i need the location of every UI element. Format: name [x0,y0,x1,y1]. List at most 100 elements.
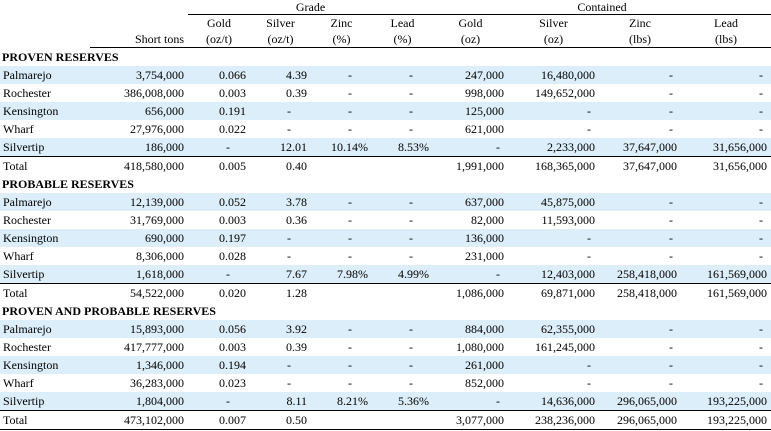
total-cell: 37,647,000 [599,156,682,175]
table-row: Silvertip 186,000-12.01 10.14% 8.53% -2,233,… [0,138,771,157]
table-cell: - [759,213,764,227]
table-cell: 386,008,000 [124,86,184,100]
table-row: Kensington 690,000 0.197- - -136,000- - - [0,229,771,247]
table-cell: - [311,229,372,247]
mine-name: Wharf [3,122,34,136]
table-cell: - [250,356,311,374]
col-lead-grade: Lead [390,16,415,30]
table-cell: 125,000 [433,102,509,120]
table-cell: 82,000 [471,213,505,227]
table-cell: - [669,213,674,227]
table-row: Palmarejo 3,754,000 0.066 4.39- -247,000 16,4… [0,66,771,84]
table-cell: 149,652,000 [535,86,596,100]
table-cell: - [681,66,771,84]
table-row: Kensington 656,000 0.191- - -125,000- - - [0,102,771,120]
units-header-row: Short tons (oz/t) (oz/t) (%) (%) (oz) (o… [0,31,771,48]
table-cell: 31,656,000 [681,138,771,157]
mine-name: Wharf [3,376,34,390]
table-cell: - [681,229,771,247]
table-cell: 3.92 [250,320,311,338]
table-cell: 0.056 [188,320,250,338]
total-cell: 258,418,000 [599,283,682,302]
table-cell: 0.028 [219,249,246,263]
table-cell: 852,000 [465,376,505,390]
mine-name: Rochester [3,340,51,354]
table-cell: - [508,356,600,374]
table-cell: - [409,122,414,136]
table-cell: - [409,86,414,100]
table-cell: 4.39 [250,66,311,84]
mine-name: Silvertip [0,392,90,411]
table-cell: - [669,86,674,100]
table-cell: 0.39 [286,340,307,354]
mine-name: Kensington [0,356,90,374]
mine-name: Palmarejo [0,193,90,211]
table-cell: 36,283,000 [130,376,184,390]
table-cell: - [188,392,250,411]
table-cell: 998,000 [465,86,505,100]
table-cell: - [759,86,764,100]
table-row: Palmarejo 15,893,000 0.056 3.92- -884,000 62,… [0,320,771,338]
mine-name: Silvertip [0,138,90,157]
table-cell: 12.01 [250,138,311,157]
unit-gold-grade: (oz/t) [188,31,250,48]
table-cell: 15,893,000 [90,320,188,338]
mine-name: Rochester [3,86,51,100]
col-zinc-grade: Zinc [330,16,353,30]
table-cell: - [669,340,674,354]
unit-silver-contained: (oz) [508,31,600,48]
table-cell: - [311,356,372,374]
table-cell: - [250,102,311,120]
total-cell: 54,522,000 [90,283,188,302]
unit-zinc-grade: (%) [311,31,372,48]
table-cell: 690,000 [90,229,188,247]
table-cell: 8.53% [372,138,434,157]
total-cell: 1.28 [250,283,311,302]
table-cell: - [759,249,764,263]
table-cell: - [587,122,592,136]
total-cell [372,410,434,430]
table-cell: - [759,340,764,354]
table-cell: - [508,102,600,120]
table-cell: 3.78 [250,193,311,211]
table-cell: - [348,213,352,227]
section-title: PROVEN AND PROBABLE RESERVES [2,304,216,318]
table-cell: - [681,356,771,374]
table-cell: - [348,376,352,390]
table-cell: - [188,265,250,284]
table-cell: 45,875,000 [508,193,600,211]
total-cell: 0.005 [188,156,250,175]
table-cell: - [669,122,674,136]
table-cell: - [508,229,600,247]
table-cell: - [409,249,414,263]
unit-lead-contained: (lbs) [681,31,771,48]
col-gold-contained: Gold [458,16,483,30]
col-lead-contained: Lead [714,16,739,30]
total-cell [311,283,372,302]
table-cell: 16,480,000 [508,66,600,84]
table-cell: 621,000 [465,122,505,136]
contained-group-label: Contained [433,0,771,15]
table-cell: - [681,193,771,211]
total-cell: 418,580,000 [90,156,188,175]
table-cell: - [287,249,291,263]
table-cell: - [311,102,372,120]
table-cell: 161,569,000 [681,265,771,284]
table-cell: 5.36% [372,392,434,411]
table-row: Rochester 31,769,000 0.003 0.36 - - 82,000 11,5… [0,211,771,229]
table-cell: - [681,102,771,120]
table-cell: 11,593,000 [541,213,596,227]
total-cell: 193,225,000 [681,410,771,430]
mine-name: Wharf [3,249,34,263]
group-header-row: Grade Contained [0,0,771,15]
table-cell: - [409,213,414,227]
table-row: Silvertip 1,618,000-7.67 7.98% 4.99% -12,403… [0,265,771,284]
table-cell: - [311,320,372,338]
total-cell: 0.020 [188,283,250,302]
total-cell: 31,656,000 [681,156,771,175]
table-cell: - [599,66,682,84]
section-title-row: PROBABLE RESERVES [0,175,771,193]
mine-name: Palmarejo [0,66,90,84]
column-header-row: Gold Silver Zinc Lead Gold Silver Zinc L… [0,15,771,32]
table-cell: 884,000 [433,320,509,338]
